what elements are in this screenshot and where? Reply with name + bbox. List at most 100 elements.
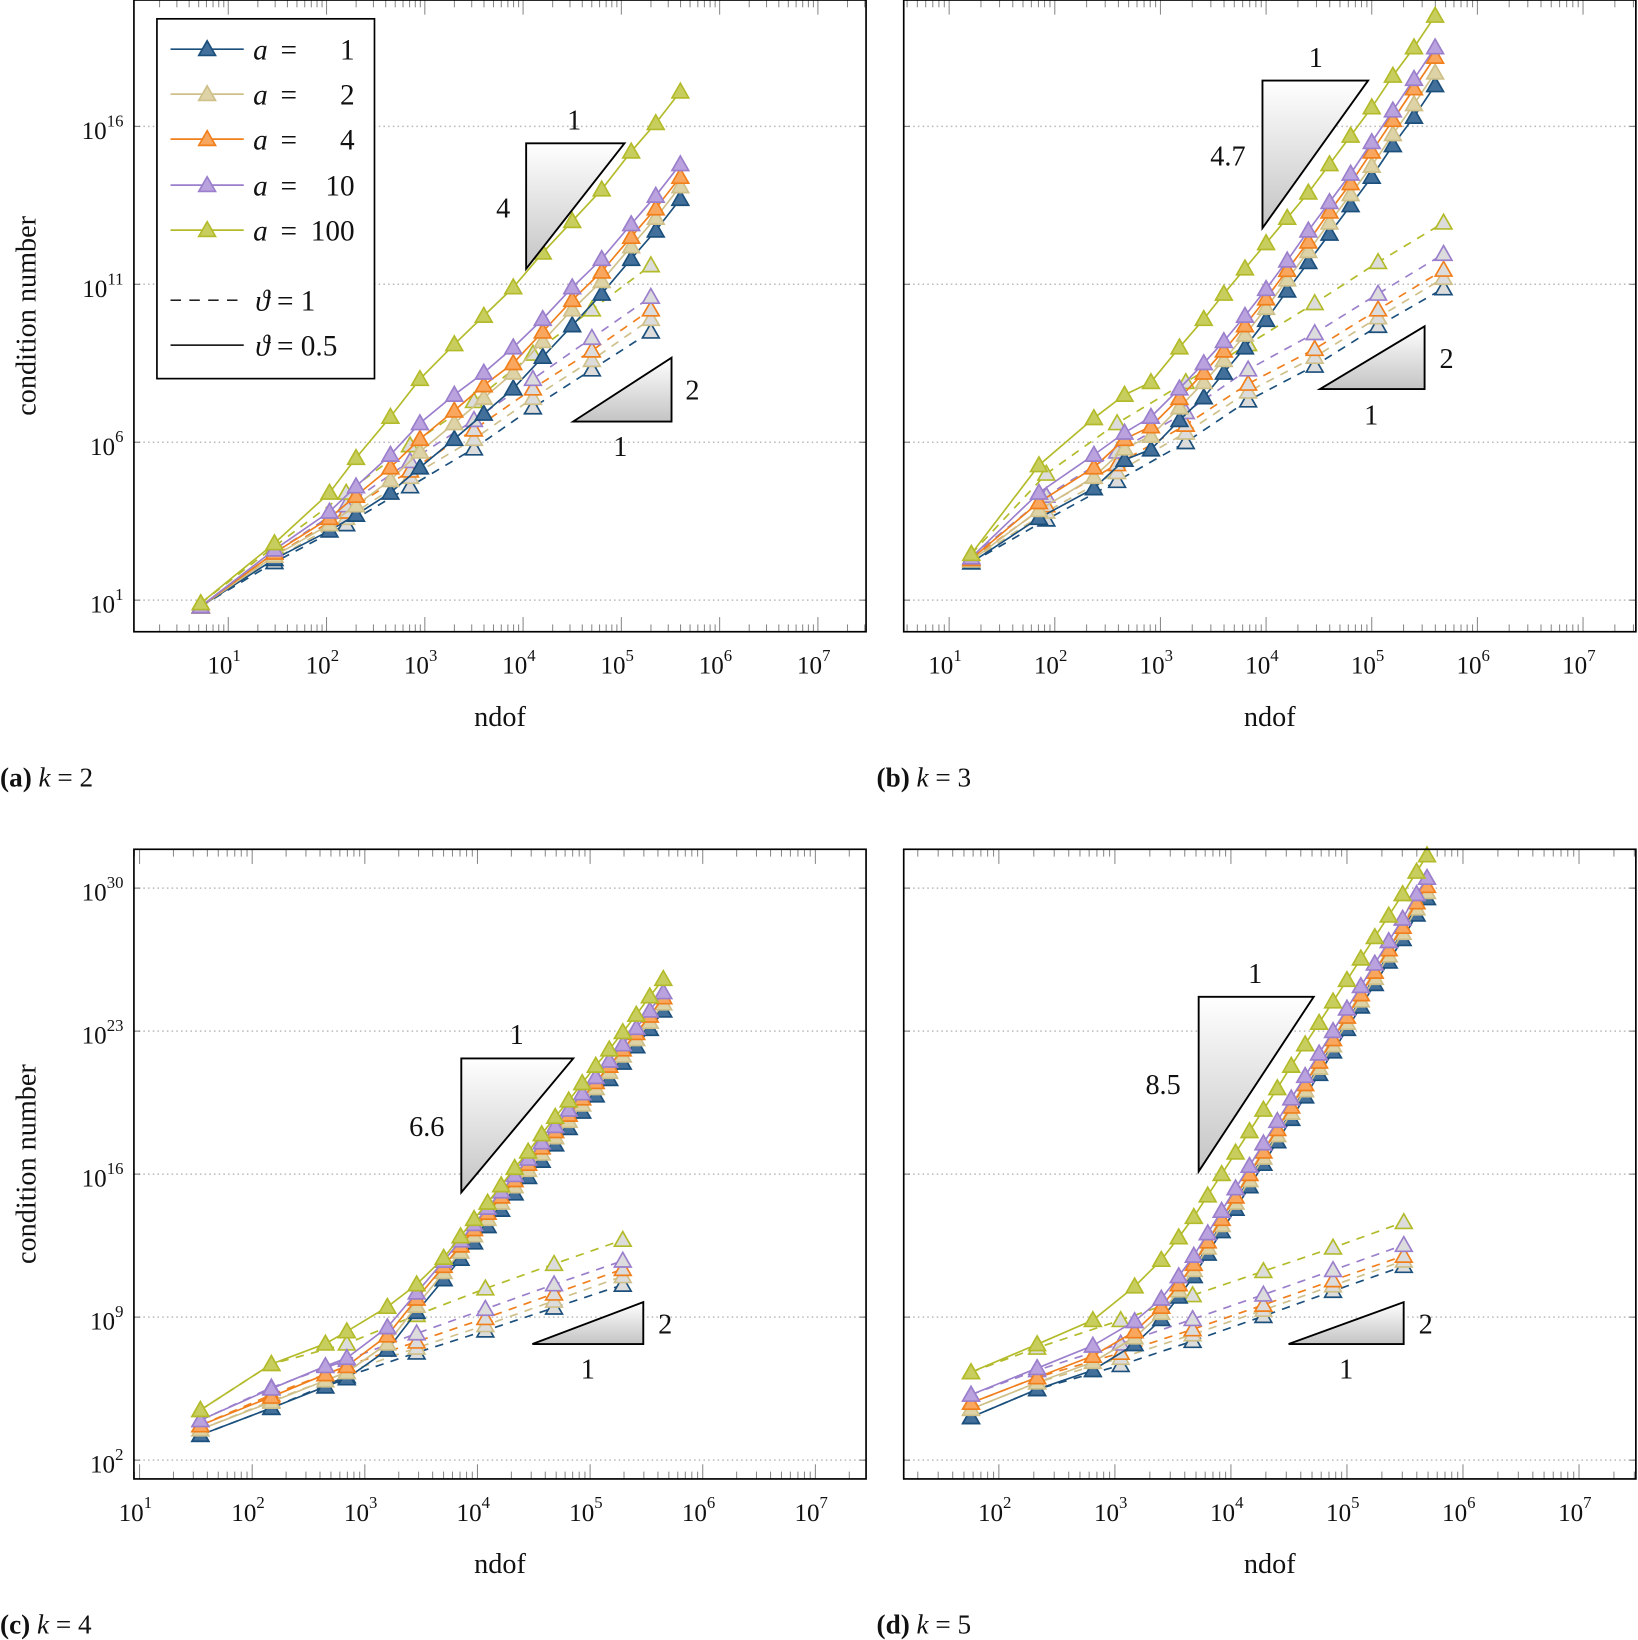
- data-point: [1425, 5, 1445, 23]
- data-point: [1027, 1367, 1047, 1385]
- data-point: [1214, 350, 1234, 368]
- tick-base: 10: [978, 1500, 1003, 1527]
- data-point: [1277, 280, 1298, 298]
- data-point: [410, 413, 430, 431]
- tick-base: 10: [90, 592, 115, 619]
- x-axis-label: ndof: [474, 702, 526, 733]
- data-point: [1337, 998, 1357, 1016]
- data-point: [1364, 953, 1385, 971]
- data-point: [645, 207, 666, 226]
- data-point: [532, 321, 553, 339]
- legend-var: a: [253, 125, 268, 157]
- tick-base: 10: [404, 653, 429, 680]
- data-point: [1368, 315, 1388, 334]
- data-point: [1425, 46, 1445, 64]
- data-point: [532, 331, 553, 349]
- x-tick-label: 102: [306, 646, 339, 680]
- tick-base: 10: [82, 1023, 107, 1050]
- caption: (b) k = 3: [877, 763, 972, 793]
- text-part: 2: [1439, 344, 1453, 375]
- data-point: [558, 1099, 579, 1117]
- legend-var: a: [253, 80, 268, 112]
- data-point: [1193, 387, 1214, 405]
- x-tick-label: 107: [1558, 1493, 1591, 1527]
- data-point: [190, 593, 211, 611]
- tick-exponent: 30: [107, 873, 124, 892]
- data-point: [545, 1116, 565, 1134]
- series-a-100-theta-0.5: [190, 968, 674, 1418]
- data-point: [1433, 278, 1454, 296]
- data-point: [532, 346, 553, 365]
- data-point: [1277, 207, 1298, 226]
- tick-exponent: 23: [107, 1016, 124, 1035]
- data-point: [1141, 406, 1161, 425]
- data-point: [475, 1298, 496, 1317]
- data-point: [1351, 976, 1371, 994]
- data-point: [1433, 243, 1454, 262]
- caption-label: (c): [0, 1610, 30, 1640]
- slope-rise-label: 6.6: [409, 1112, 444, 1143]
- data-point: [1383, 100, 1403, 118]
- data-point: [1383, 135, 1403, 153]
- x-tick-label: 103: [404, 646, 437, 680]
- data-point: [1298, 220, 1319, 238]
- caption-var: k: [910, 1610, 930, 1640]
- data-point: [1340, 163, 1361, 181]
- tick-exponent: 7: [1587, 646, 1595, 665]
- plot-frame: [133, 848, 867, 1480]
- data-point: [1404, 106, 1424, 124]
- data-point: [1304, 293, 1325, 311]
- x-tick-label: 102: [978, 1493, 1011, 1527]
- text-part: 1: [1248, 959, 1262, 990]
- legend-eq: =: [280, 80, 297, 112]
- data-point: [1309, 1012, 1329, 1031]
- data-point: [444, 384, 465, 402]
- data-point: [473, 375, 494, 393]
- data-point: [612, 1022, 633, 1040]
- data-point: [1114, 438, 1135, 456]
- data-point: [1319, 154, 1340, 172]
- slope-run-label: 1: [1364, 401, 1378, 432]
- slope-run-label: 1: [1339, 1355, 1353, 1386]
- data-point: [380, 482, 401, 500]
- data-point: [1235, 324, 1255, 342]
- legend-entry-theta-0.5: ϑ = 0.5: [170, 331, 338, 363]
- text-part: =: [280, 80, 297, 112]
- x-tick-label: 105: [1326, 1493, 1359, 1527]
- tick-exponent: 16: [107, 111, 124, 130]
- data-point: [1193, 362, 1214, 380]
- data-point: [473, 403, 494, 421]
- data-point: [1298, 252, 1319, 270]
- data-point: [1323, 1260, 1343, 1278]
- text-part: 2: [340, 80, 355, 112]
- data-point: [562, 299, 583, 317]
- data-point: [1298, 231, 1319, 249]
- x-tick-label: 106: [1442, 1493, 1475, 1527]
- legend-value: = 0.5: [270, 331, 338, 363]
- text-part: 4: [340, 125, 355, 157]
- data-point: [626, 1004, 647, 1022]
- tick-base: 10: [119, 1500, 144, 1527]
- data-point: [591, 271, 612, 289]
- data-point: [621, 141, 641, 159]
- data-point: [1083, 1360, 1103, 1378]
- data-point: [1253, 1099, 1274, 1117]
- text-part: =: [280, 35, 297, 67]
- data-point: [264, 533, 285, 551]
- x-tick-label: 104: [457, 1493, 491, 1527]
- data-point: [1084, 444, 1104, 462]
- tick-exponent: 2: [1059, 646, 1067, 665]
- data-point: [503, 362, 524, 380]
- legend-var: a: [253, 216, 268, 248]
- text-part: condition number: [12, 215, 43, 415]
- data-point: [261, 1378, 282, 1396]
- data-point: [591, 248, 612, 267]
- tick-exponent: 6: [1467, 1493, 1475, 1512]
- data-point: [1027, 1334, 1047, 1352]
- text-part: =: [280, 125, 297, 157]
- data-point: [444, 413, 465, 431]
- data-point: [1084, 408, 1104, 426]
- x-tick-label: 105: [569, 1493, 602, 1527]
